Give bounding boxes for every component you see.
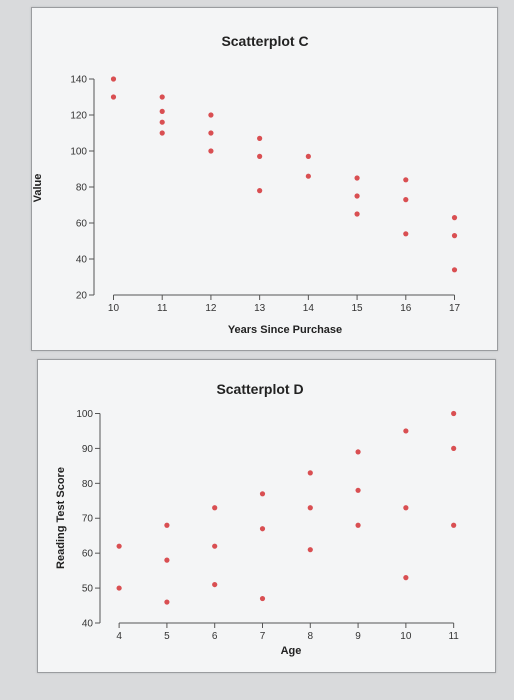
- scatterplot-d-y-tick-label: 80: [82, 479, 94, 490]
- scatterplot-c-y-tick-label: 100: [70, 147, 87, 158]
- scatterplot-c-x-tick-label: 15: [352, 303, 364, 314]
- scatterplot-c-point: [403, 231, 409, 237]
- scatterplot-c-point: [110, 94, 117, 100]
- scatterplot-c-x-tick-label: 17: [449, 303, 461, 314]
- scatterplot-d-x-tick-label: 4: [116, 631, 122, 642]
- scatterplot-d-point: [451, 522, 457, 528]
- scatterplot-c-y-tick-label: 80: [76, 183, 88, 194]
- scatterplot-c-y-tick-label: 20: [76, 291, 88, 302]
- scatterplot-c-point: [257, 153, 263, 159]
- scatterplot-c-point: [208, 148, 214, 154]
- scatterplot-c-x-axis-label: Years Since Purchase: [228, 324, 342, 336]
- scatterplot-c-y-tick-label: 60: [76, 219, 88, 230]
- scatterplot-c-point: [159, 119, 165, 125]
- scatterplot-c-point: [451, 233, 458, 239]
- scatterplot-d-point: [451, 410, 457, 417]
- scatterplot-d-y-tick-label: 100: [76, 409, 93, 420]
- scatterplot-d-point: [164, 522, 170, 528]
- scatterplot-d-y-tick-label: 70: [82, 514, 94, 525]
- scatterplot-c-y-tick-label: 120: [70, 111, 87, 122]
- scatterplot-c-point: [403, 197, 409, 203]
- scatterplot-d-point: [164, 557, 170, 563]
- scatterplot-d-point: [403, 575, 409, 581]
- scatterplot-d-point: [259, 595, 266, 602]
- scatterplot-d: Scatterplot D 40 50 60 70 80 90 100 4 5 6 7 8 9 10 11 Ag…: [55, 381, 459, 657]
- scatterplot-c-title: Scatterplot C: [221, 33, 308, 49]
- scatterplot-d-point: [403, 505, 409, 511]
- scatterplot-d-point: [212, 543, 218, 549]
- scatterplot-c-point: [159, 108, 165, 114]
- scatterplot-d-x-tick-label: 9: [355, 631, 361, 642]
- scatterplot-c-point: [354, 175, 360, 181]
- scatterplot-c-point: [354, 211, 360, 217]
- scatterplot-d-x-tick-label: 5: [164, 631, 170, 642]
- scatterplot-d-x-tick-label: 6: [212, 631, 218, 642]
- scatterplot-c-point: [403, 177, 409, 183]
- scatterplot-c-point: [451, 215, 458, 221]
- scatterplot-d-y-axis-label: Reading Test Score: [55, 467, 67, 569]
- scatterplot-c-x-tick-label: 11: [157, 303, 168, 314]
- scatterplot-d-point: [259, 491, 266, 497]
- scatterplot-c-y-tick-label: 40: [76, 255, 88, 266]
- scatterplot-d-point: [116, 543, 122, 549]
- scatterplot-c-x-tick-label: 10: [108, 303, 120, 314]
- scatterplot-c-panel: Scatterplot C 20 40 60 80 100 120 140 10 11 12 13 14…: [31, 7, 498, 351]
- scatterplot-c-point: [305, 153, 311, 159]
- scatterplot-c-point: [305, 173, 311, 179]
- scatterplot-c-x-tick-label: 12: [205, 303, 217, 314]
- scatterplot-c-point: [159, 130, 165, 136]
- scatterplot-c: Scatterplot C 20 40 60 80 100 120 140 10 11 12 13 14…: [32, 33, 461, 336]
- scatterplot-c-point: [354, 193, 360, 199]
- scatterplot-d-y-tick-label: 50: [82, 584, 94, 595]
- scatterplot-c-point: [159, 94, 165, 100]
- scatterplot-d-point: [355, 487, 361, 493]
- scatterplot-c-y-tick-label: 140: [70, 75, 87, 86]
- scatterplot-d-x-axis-label: Age: [281, 645, 302, 657]
- scatterplot-d-panel: Scatterplot D 40 50 60 70 80 90 100 4 5 6 7 8 9 10 11 Ag…: [37, 359, 496, 673]
- scatterplot-d-y-tick-label: 60: [82, 549, 94, 560]
- scatterplot-d-point: [116, 585, 122, 591]
- scatterplot-c-point: [257, 135, 263, 141]
- scatterplot-d-point: [355, 449, 361, 455]
- scatterplot-c-point: [451, 267, 458, 273]
- scatterplot-d-point: [307, 470, 313, 476]
- scatterplot-d-point: [259, 526, 266, 532]
- scatterplot-d-x-tick-label: 11: [448, 631, 459, 642]
- scatterplot-d-point: [451, 445, 457, 452]
- scatterplot-d-x-tick-label: 8: [308, 631, 314, 642]
- scatterplot-d-point: [307, 505, 313, 511]
- scatterplot-d-x-tick-label: 10: [400, 631, 412, 642]
- scatterplot-d-point: [355, 522, 361, 528]
- scatterplot-c-y-axis-label: Value: [32, 174, 44, 203]
- scatterplot-d-point: [212, 581, 218, 588]
- scatterplot-d-y-tick-label: 40: [82, 619, 94, 630]
- scatterplot-c-x-tick-label: 13: [254, 303, 266, 314]
- scatterplot-d-point: [307, 547, 313, 553]
- scatterplot-d-point: [212, 505, 218, 511]
- scatterplot-c-point: [208, 112, 214, 118]
- scatterplot-c-x-tick-label: 14: [303, 303, 315, 314]
- scatterplot-d-title: Scatterplot D: [216, 381, 303, 397]
- scatterplot-d-y-tick-label: 90: [82, 444, 94, 455]
- scatterplot-c-point: [257, 188, 263, 194]
- scatterplot-d-point: [403, 428, 409, 434]
- scatterplot-c-x-tick-label: 16: [400, 303, 412, 314]
- scatterplot-d-point: [164, 599, 170, 605]
- scatterplot-d-x-tick-label: 7: [260, 631, 266, 642]
- scatterplot-c-point: [110, 76, 117, 82]
- scatterplot-c-point: [208, 130, 214, 136]
